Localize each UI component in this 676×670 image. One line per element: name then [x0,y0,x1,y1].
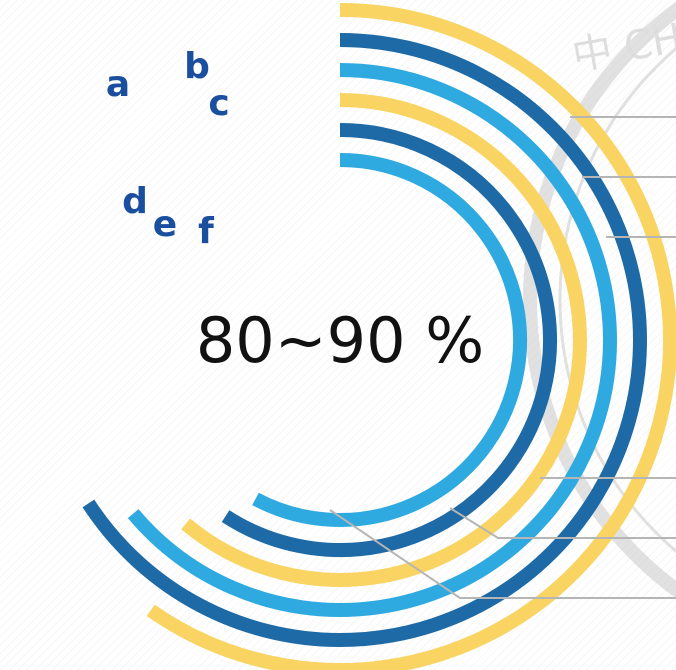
arc-label-e: e [153,204,177,245]
arc-label-c: c [208,83,229,124]
arc-label-f: f [198,211,214,252]
watermark-ring-outer [523,1,676,599]
arc-d [181,93,587,587]
leader-line-6 [329,509,676,599]
arc-label-d: d [122,181,148,222]
watermark-text: 中 CHINESE PR [569,0,676,80]
leader-line-5 [449,507,676,539]
arc-label-b: b [184,46,210,87]
watermark-ring-inner [558,46,676,554]
arc-label-a: a [106,64,130,105]
arc-b [82,33,647,647]
arc-f [252,153,527,527]
center-value-label: 80~90 % [196,304,484,377]
leader-lines-group [329,116,676,599]
series-labels-group: a bc de f [106,46,230,252]
arc-c [127,63,617,617]
arc-e [221,123,557,557]
